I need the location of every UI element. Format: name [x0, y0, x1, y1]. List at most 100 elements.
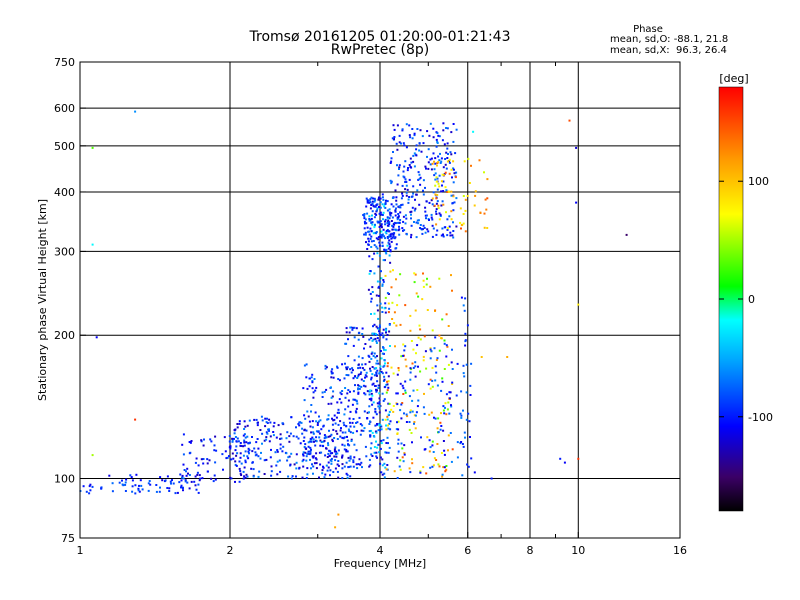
data-point: [383, 375, 386, 378]
data-point: [370, 313, 372, 315]
data-point: [364, 233, 367, 236]
data-point: [168, 487, 171, 490]
data-point: [301, 476, 304, 479]
data-point: [333, 455, 336, 458]
data-point: [402, 343, 405, 346]
data-point: [312, 432, 315, 435]
data-point: [486, 178, 489, 181]
data-point: [434, 379, 437, 382]
data-point: [392, 410, 395, 413]
data-point: [442, 190, 445, 192]
data-point: [418, 149, 421, 152]
data-point: [336, 470, 339, 473]
data-point: [131, 490, 134, 493]
data-point: [451, 368, 454, 370]
data-point: [425, 167, 427, 170]
data-point: [258, 470, 261, 473]
data-point: [392, 235, 395, 237]
data-point: [379, 201, 382, 204]
data-point: [432, 152, 435, 155]
data-point: [272, 434, 275, 437]
data-point: [428, 219, 430, 221]
data-point: [381, 234, 383, 237]
data-point: [377, 443, 380, 446]
data-point: [250, 467, 253, 470]
data-point: [180, 484, 183, 487]
data-point: [336, 438, 339, 440]
data-point: [253, 447, 256, 450]
data-point: [370, 240, 373, 243]
data-point: [226, 456, 229, 459]
data-point: [462, 409, 464, 412]
data-point: [221, 453, 224, 456]
data-point: [392, 372, 395, 375]
data-point: [386, 383, 389, 386]
data-point: [330, 433, 333, 436]
data-point: [463, 160, 466, 163]
data-point: [288, 440, 291, 443]
data-point: [417, 171, 420, 174]
data-point: [440, 234, 443, 237]
data-point: [448, 160, 451, 162]
data-point: [419, 338, 422, 341]
data-point: [308, 385, 311, 388]
data-point: [448, 172, 451, 175]
data-point: [88, 485, 91, 488]
data-point: [251, 450, 254, 453]
data-point: [402, 220, 405, 223]
data-point: [432, 464, 435, 467]
data-point: [445, 344, 448, 347]
data-point: [232, 457, 235, 460]
data-point: [373, 252, 376, 255]
data-point: [324, 435, 327, 438]
data-point: [228, 455, 230, 458]
data-point: [410, 236, 412, 239]
data-point: [433, 347, 436, 350]
data-point: [372, 338, 375, 341]
data-point: [379, 462, 382, 465]
data-point: [415, 352, 417, 355]
data-point: [234, 463, 237, 466]
data-point: [378, 212, 381, 215]
data-point: [421, 228, 424, 231]
data-point: [310, 410, 312, 413]
data-point: [212, 480, 215, 483]
data-point: [462, 364, 465, 367]
data-point: [247, 442, 250, 445]
data-point: [332, 376, 335, 379]
data-point: [438, 212, 441, 215]
data-point: [95, 336, 98, 339]
data-point: [315, 462, 318, 465]
data-point: [214, 461, 217, 464]
data-point: [339, 420, 342, 423]
data-point: [444, 402, 447, 405]
data-point: [450, 460, 453, 463]
data-point: [380, 270, 382, 273]
data-point: [448, 215, 451, 218]
data-point: [326, 469, 329, 472]
data-point: [409, 371, 412, 374]
data-point: [315, 440, 318, 443]
data-point: [446, 345, 449, 348]
data-point: [460, 414, 463, 417]
data-point: [392, 405, 395, 407]
data-point: [330, 460, 333, 463]
data-point: [243, 439, 246, 442]
data-point: [450, 405, 453, 408]
data-point: [403, 412, 405, 415]
data-point: [426, 309, 429, 311]
data-point: [417, 178, 420, 181]
data-point: [376, 355, 378, 358]
data-point: [375, 245, 378, 248]
data-point: [398, 228, 401, 231]
data-point: [260, 451, 262, 454]
data-point: [433, 204, 436, 207]
data-point: [375, 455, 378, 458]
data-point: [197, 483, 200, 486]
data-point: [413, 165, 416, 168]
data-point: [385, 468, 388, 471]
data-point: [198, 474, 201, 477]
data-point: [371, 455, 374, 457]
data-point: [313, 462, 316, 465]
data-point: [436, 229, 439, 232]
